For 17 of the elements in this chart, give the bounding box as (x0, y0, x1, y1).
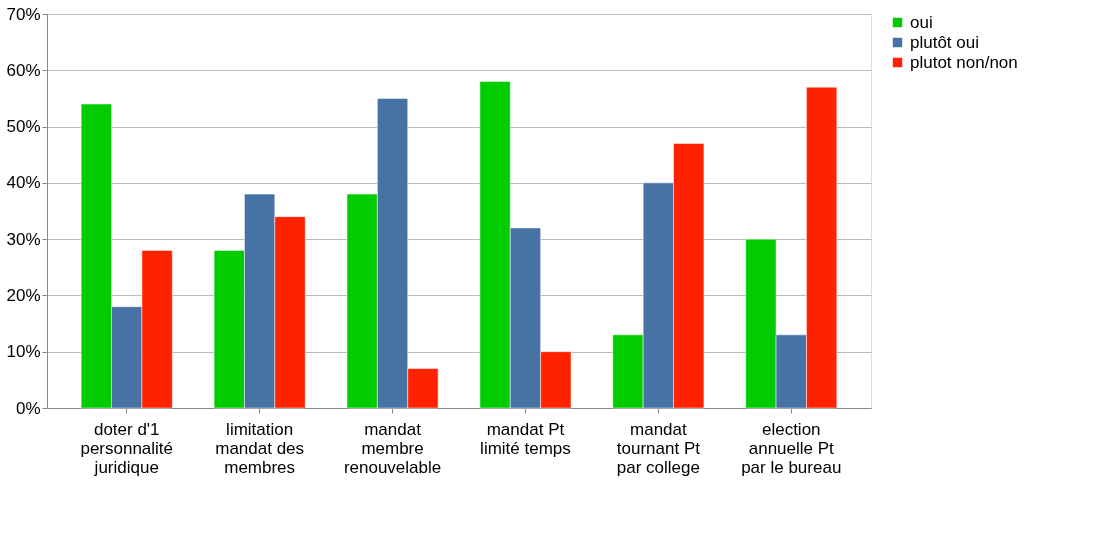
legend-label: plutot non/non (910, 52, 1018, 72)
x-tick-label: mandat tournant Pt par college (616, 419, 701, 477)
x-tick-label: limitation mandat des membres (215, 419, 305, 477)
x-tick-label: election annuelle Pt par le bureau (741, 419, 842, 477)
y-tick-label: 70% (6, 4, 41, 24)
y-tick-label: 40% (6, 173, 41, 193)
y-tick-label: 20% (6, 285, 41, 305)
x-tick-label: mandat Pt limité temps (480, 419, 571, 458)
legend-label: plutôt oui (910, 32, 979, 52)
y-tick-label: 30% (6, 229, 41, 249)
legend-label: oui (910, 12, 933, 32)
y-tick-label: 0% (15, 398, 41, 418)
x-tick-label: doter d'1 personnalité juridique (80, 419, 174, 477)
y-tick-label: 50% (6, 117, 41, 137)
y-tick-label: 10% (6, 342, 41, 362)
y-tick-label: 60% (6, 60, 41, 80)
x-tick-label: mandat membre renouvelable (343, 419, 442, 477)
